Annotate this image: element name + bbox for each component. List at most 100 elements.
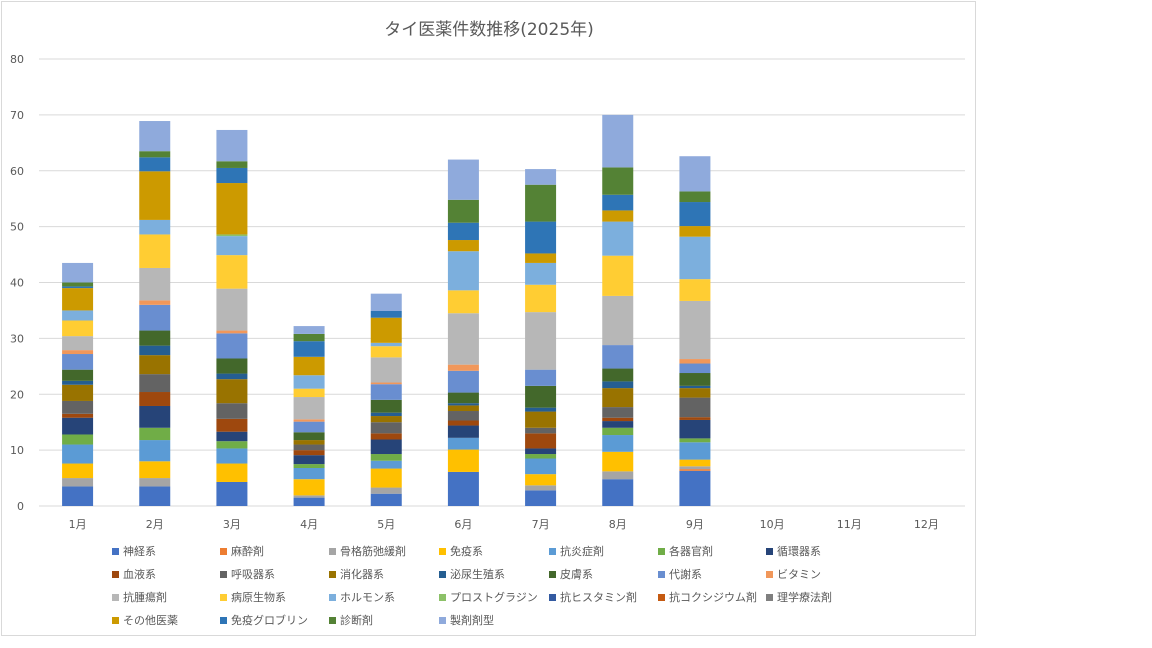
bar-segment bbox=[525, 458, 557, 475]
legend-swatch bbox=[329, 594, 336, 601]
bars bbox=[62, 114, 711, 506]
bar-segment bbox=[447, 449, 479, 472]
bar-segment bbox=[370, 357, 402, 383]
bar-segment bbox=[447, 471, 479, 506]
legend-swatch bbox=[112, 594, 119, 601]
bar-segment bbox=[62, 417, 94, 435]
y-tick-label: 70 bbox=[10, 109, 24, 122]
bar-segment bbox=[679, 466, 711, 470]
bar-segment bbox=[679, 359, 711, 364]
bar-segment bbox=[525, 474, 557, 486]
bar-segment bbox=[216, 161, 248, 168]
legend-label: 神経系 bbox=[123, 544, 156, 558]
bar-segment bbox=[602, 471, 634, 480]
bar-segment bbox=[216, 441, 248, 449]
x-tick-label: 4月 bbox=[300, 518, 318, 531]
legend-item: 抗ヒスタミン剤 bbox=[549, 590, 637, 604]
legend-item: 皮膚系 bbox=[549, 567, 593, 581]
bar-segment bbox=[370, 493, 402, 506]
bar-segment bbox=[370, 439, 402, 455]
bar-segment bbox=[370, 454, 402, 461]
legend-swatch bbox=[329, 617, 336, 624]
legend-item: 麻酔剤 bbox=[220, 544, 264, 558]
bar-segment bbox=[139, 427, 171, 441]
bar-segment bbox=[139, 267, 171, 301]
legend-label: 理学療法剤 bbox=[777, 590, 832, 604]
legend-item: 各器官剤 bbox=[658, 544, 713, 558]
chart-area: タイ医薬件数推移(2025年) 0 10 20 30 40 50 60 70 80 1月 2月 3月… bbox=[1, 1, 976, 636]
bar-segment bbox=[525, 221, 557, 254]
bar-segment bbox=[679, 202, 711, 227]
bar-segment bbox=[525, 411, 557, 428]
bar-segment bbox=[679, 419, 711, 439]
bar-segment bbox=[62, 478, 94, 487]
bar-segment bbox=[139, 461, 171, 479]
bar-segment bbox=[602, 167, 634, 195]
bar-segment bbox=[525, 427, 557, 434]
bar-segment bbox=[370, 412, 402, 417]
legend-swatch bbox=[549, 594, 556, 601]
bar-segment bbox=[216, 333, 248, 359]
bar-segment bbox=[602, 210, 634, 222]
y-tick-label: 10 bbox=[10, 444, 24, 457]
y-tick-label: 40 bbox=[10, 277, 24, 290]
bar-segment bbox=[139, 486, 171, 506]
bar-segment bbox=[139, 440, 171, 462]
legend-label: 皮膚系 bbox=[560, 567, 593, 581]
bar-segment bbox=[293, 464, 325, 469]
bar-segment bbox=[139, 478, 171, 487]
bar-segment bbox=[216, 288, 248, 331]
bar-segment bbox=[216, 481, 248, 506]
bar-segment bbox=[447, 370, 479, 393]
bar-segment bbox=[447, 425, 479, 438]
legend-item: 泌尿生殖系 bbox=[439, 567, 505, 581]
bar-segment bbox=[139, 345, 171, 356]
legend-swatch bbox=[220, 594, 227, 601]
bar-segment bbox=[293, 450, 325, 456]
bar-segment bbox=[370, 346, 402, 358]
x-axis-ticks: 1月 2月 3月 4月 5月 6月 7月 8月 9月 10月 11月 12月 bbox=[69, 518, 939, 531]
bar-segment bbox=[602, 114, 634, 168]
legend-label: 各器官剤 bbox=[669, 544, 713, 558]
bar-segment bbox=[602, 479, 634, 506]
bar-segment bbox=[370, 468, 402, 488]
bar-segment bbox=[139, 374, 171, 393]
bar-segment bbox=[679, 236, 711, 280]
legend-item: 免疫グロブリン bbox=[220, 613, 308, 627]
legend-swatch bbox=[766, 594, 773, 601]
bar-segment bbox=[62, 400, 94, 414]
legend-item: 理学療法剤 bbox=[766, 590, 832, 604]
chart-title: タイ医薬件数推移(2025年) bbox=[384, 20, 594, 40]
legend-swatch bbox=[766, 571, 773, 578]
bar-segment bbox=[139, 405, 171, 428]
bar-segment bbox=[447, 411, 479, 421]
legend-label: その他医薬 bbox=[123, 614, 178, 627]
x-tick-label: 10月 bbox=[760, 518, 785, 531]
bar-segment bbox=[293, 333, 325, 342]
legend-label: 代謝系 bbox=[669, 567, 702, 581]
bar-segment bbox=[139, 392, 171, 406]
legend-swatch bbox=[220, 617, 227, 624]
bar-segment bbox=[370, 310, 402, 318]
bar-segment bbox=[602, 421, 634, 428]
bar-segment bbox=[139, 234, 171, 268]
legend-swatch bbox=[112, 617, 119, 624]
bar-segment bbox=[62, 486, 94, 506]
bar-segment bbox=[62, 336, 94, 351]
y-axis-ticks: 0 10 20 30 40 50 60 70 80 bbox=[10, 53, 24, 513]
bar-segment bbox=[447, 437, 479, 450]
legend-item: ビタミン bbox=[766, 568, 821, 581]
bar-segment bbox=[447, 403, 479, 406]
legend-swatch bbox=[766, 548, 773, 555]
bar-segment bbox=[139, 121, 171, 152]
bar-segment bbox=[216, 403, 248, 419]
bar-segment bbox=[679, 388, 711, 398]
bar-segment bbox=[370, 422, 402, 434]
bar-segment bbox=[216, 358, 248, 374]
bar-segment bbox=[370, 416, 402, 423]
legend-swatch bbox=[439, 594, 446, 601]
bar-segment bbox=[216, 448, 248, 464]
bar-segment bbox=[602, 427, 634, 436]
bar-segment bbox=[62, 320, 94, 337]
